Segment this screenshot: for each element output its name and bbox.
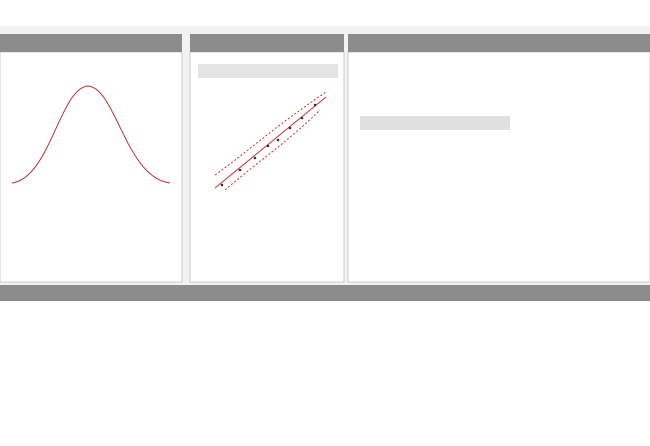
- panel-header: [0, 285, 650, 301]
- panel-header: [190, 34, 344, 52]
- reference-line: [214, 96, 327, 189]
- panel-header: [0, 34, 182, 52]
- panel: [0, 301, 650, 446]
- normal-curve: [11, 85, 171, 184]
- section-bar: [360, 116, 510, 130]
- section-bar: [198, 64, 338, 78]
- top-bar: [0, 0, 650, 26]
- panel: [189, 51, 345, 283]
- panel: [0, 51, 183, 283]
- confidence-band: [214, 91, 327, 191]
- panel: [347, 51, 650, 283]
- quantile-points: [220, 103, 317, 187]
- panel-header: [348, 34, 650, 52]
